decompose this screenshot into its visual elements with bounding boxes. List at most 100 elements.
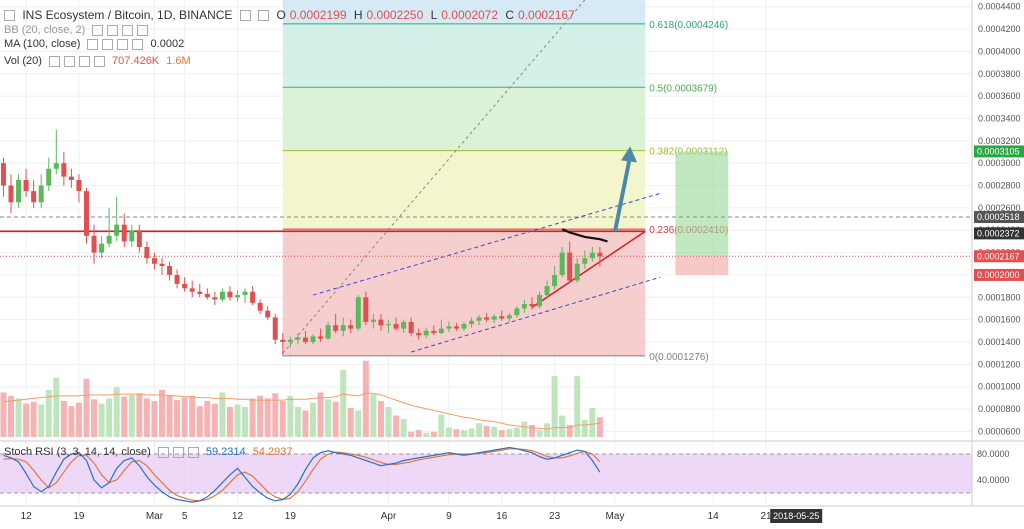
volume-bar	[242, 407, 249, 437]
volume-bar	[257, 395, 264, 437]
settings-icon[interactable]	[107, 24, 119, 36]
volume-bar	[113, 387, 120, 437]
close-icon[interactable]	[122, 24, 134, 36]
candle-body	[310, 336, 316, 342]
candle-body	[23, 179, 29, 192]
settings-icon[interactable]	[258, 10, 270, 22]
channel-upper-line	[312, 192, 661, 296]
price-tick-label: 0.0003600	[978, 91, 1021, 101]
close-icon[interactable]	[117, 38, 129, 50]
volume-bar	[362, 360, 369, 437]
price-label-text: 0.0002167	[977, 251, 1020, 261]
candle-body	[302, 337, 308, 342]
collapse-icon[interactable]	[4, 10, 15, 22]
volume-bar	[174, 400, 181, 437]
candle-body	[16, 179, 22, 203]
volume-bar	[136, 393, 143, 437]
candle-body	[265, 310, 271, 318]
fib-zone	[282, 0, 646, 24]
candle-body	[38, 185, 44, 203]
volume-bar	[204, 401, 211, 437]
candle-body	[461, 324, 467, 329]
drawings[interactable]	[0, 0, 972, 354]
volume-bar	[551, 376, 558, 437]
settings-icon[interactable]	[102, 38, 114, 50]
candle-body	[340, 325, 346, 331]
eye-icon[interactable]	[239, 10, 251, 22]
stoch-band	[0, 454, 972, 493]
price-tick-label: 0.0001200	[978, 359, 1021, 369]
fibonacci-retracement[interactable]: 0(0.0001276)0.236(0.0002410)0.382(0.0003…	[282, 0, 728, 363]
price-label-text: 0.0002372	[977, 228, 1020, 238]
eye-icon[interactable]	[157, 446, 169, 458]
volume-bar	[408, 431, 415, 437]
volume-bar	[536, 430, 543, 437]
candle-body	[552, 274, 558, 287]
more-icon[interactable]	[132, 38, 144, 50]
open-label: O	[276, 8, 286, 22]
candle-body	[499, 316, 505, 319]
candle-body	[333, 325, 339, 331]
stoch-rsi-pane: 80.0000 40.0000	[0, 440, 1024, 503]
volume-bar	[211, 403, 218, 437]
arrow-shaft	[613, 156, 633, 232]
volume-bar	[196, 406, 203, 437]
close-label: C	[505, 8, 515, 22]
bb-label: BB (20, close, 2)	[4, 24, 86, 36]
volume-bar	[226, 407, 233, 437]
stoch-k-value: 59.2314	[205, 446, 246, 458]
price-tick-label: 0.0003000	[978, 158, 1021, 168]
time-tick-label: 16	[496, 511, 508, 522]
ma-legend[interactable]: MA (100, close) 0.0002	[4, 38, 188, 50]
candle-body	[144, 247, 150, 259]
close-icon[interactable]	[78, 55, 90, 67]
candle-body	[597, 252, 603, 257]
volume-bar	[468, 428, 475, 437]
stoch-legend[interactable]: Stoch RSI (3, 3, 14, 14, close) 59.2314 …	[4, 446, 296, 458]
close-icon[interactable]	[187, 446, 199, 458]
candle-body	[68, 176, 74, 180]
volume-bar	[68, 406, 75, 437]
volume-bar	[506, 429, 513, 437]
volume-bar	[445, 427, 452, 437]
candle-body	[582, 258, 588, 264]
vol-legend[interactable]: Vol (20) 707.426K 1.6M	[4, 55, 195, 67]
more-icon[interactable]	[137, 24, 149, 36]
settings-icon[interactable]	[63, 55, 75, 67]
candle-body	[114, 224, 120, 236]
price-tick-label: 0.0004400	[978, 2, 1021, 12]
bb-legend[interactable]: BB (20, close, 2)	[4, 24, 152, 36]
time-tick-label: 9	[446, 511, 452, 522]
eye-icon[interactable]	[87, 38, 99, 50]
vol-label: Vol (20)	[4, 55, 42, 67]
ma-value: 0.0002	[150, 38, 185, 50]
eye-icon[interactable]	[48, 55, 60, 67]
volume-bar	[521, 421, 528, 437]
time-tick-label: 21	[760, 511, 772, 522]
time-cursor-label: 2018-05-25	[773, 511, 819, 521]
symbol-title: INS Ecosystem / Bitcoin, 1D, BINANCE	[22, 8, 233, 22]
settings-icon[interactable]	[172, 446, 184, 458]
volume-bar	[430, 431, 437, 437]
volume-bar	[0, 392, 7, 437]
time-tick-label: 19	[285, 511, 297, 522]
vol-value: 707.426K	[112, 55, 160, 67]
high-value: 0.0002250	[366, 8, 424, 22]
symbol-legend[interactable]: INS Ecosystem / Bitcoin, 1D, BINANCE O 0.…	[4, 8, 579, 22]
low-value: 0.0002072	[441, 8, 499, 22]
volume-ma-line	[3, 392, 600, 430]
more-icon[interactable]	[93, 55, 105, 67]
candle-body	[318, 336, 324, 339]
volume-bar	[377, 401, 384, 437]
candle-body	[53, 163, 59, 169]
price-label-text: 0.0002000	[977, 270, 1020, 280]
price-tick-label: 0.0000600	[978, 426, 1021, 436]
candle-body	[280, 339, 286, 342]
candle-body	[106, 235, 112, 244]
volume-bar	[106, 398, 113, 437]
eye-icon[interactable]	[92, 24, 104, 36]
candle-body	[574, 263, 580, 281]
candle-body	[46, 168, 52, 186]
price-tick-label: 0.0001400	[978, 337, 1021, 347]
